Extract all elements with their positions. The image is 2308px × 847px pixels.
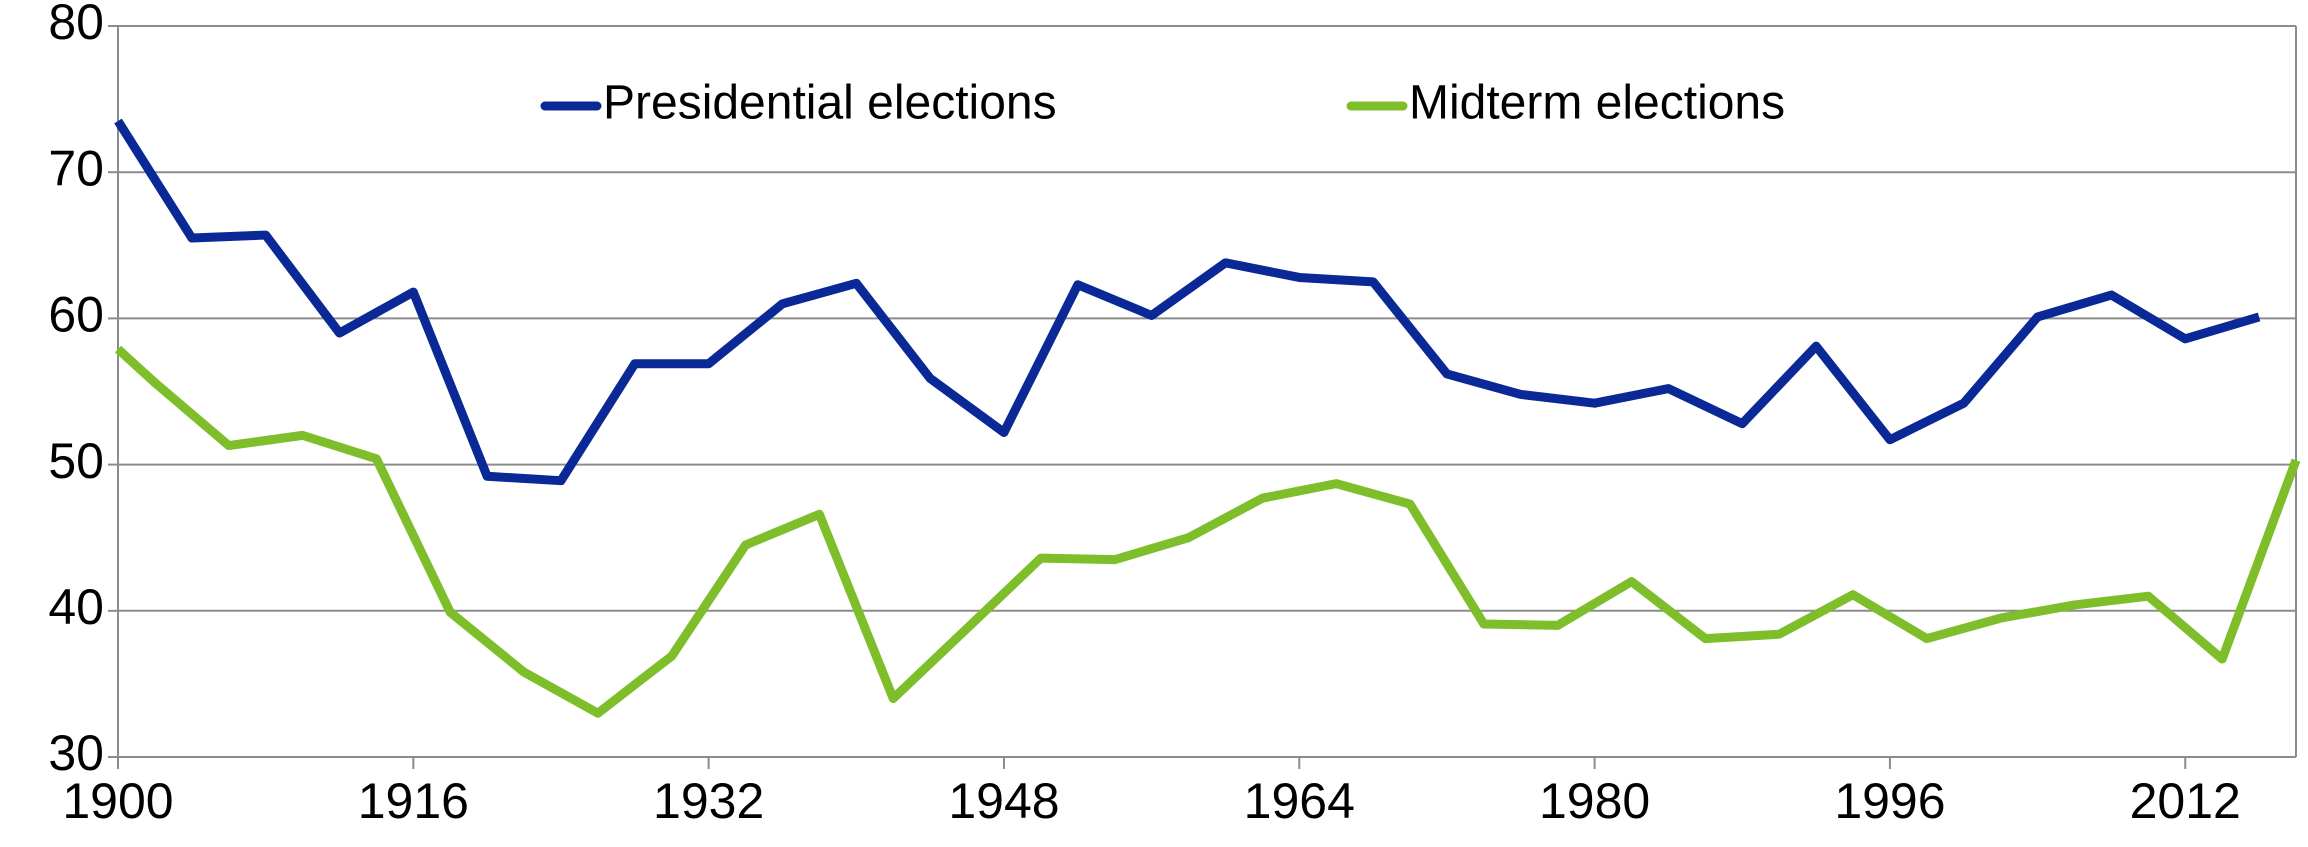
x-tick-label: 1996 <box>1834 773 1945 829</box>
series-line <box>114 118 2261 486</box>
y-tick-label: 40 <box>48 579 104 635</box>
y-tick-label: 50 <box>48 433 104 489</box>
y-tick-label: 80 <box>48 0 104 50</box>
legend-label: Presidential elections <box>603 77 1057 130</box>
x-tick-label: 1900 <box>62 773 173 829</box>
x-tick-label: 1948 <box>948 773 1059 829</box>
x-tick-label: 1932 <box>653 773 764 829</box>
y-tick-label: 60 <box>48 287 104 343</box>
y-tick-label: 70 <box>48 140 104 196</box>
legend-label: Midterm elections <box>1409 77 1785 130</box>
x-tick-label: 1964 <box>1244 773 1355 829</box>
series-line <box>114 345 2301 718</box>
x-tick-label: 1916 <box>358 773 469 829</box>
x-tick-label: 2012 <box>2130 773 2241 829</box>
y-tick-label: 30 <box>48 725 104 781</box>
x-tick-label: 1980 <box>1539 773 1650 829</box>
